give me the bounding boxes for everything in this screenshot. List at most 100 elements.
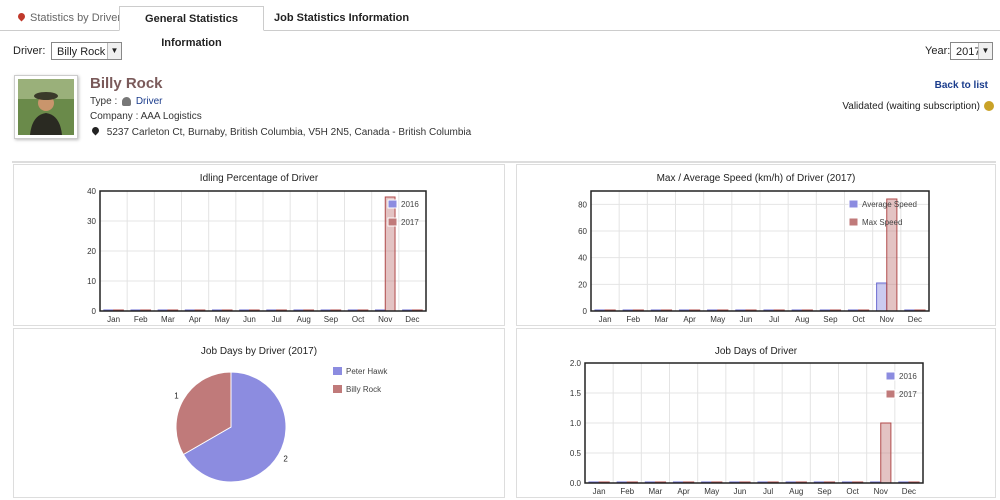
pie-data-label: 1 [174, 392, 179, 401]
y-tick-label: 40 [578, 254, 587, 263]
job-days-by-driver-chart: Job Days by Driver (2017) 2 1 Peter Hawk Bi… [13, 328, 505, 498]
legend-label: Max Speed [862, 218, 902, 227]
driver-photo [14, 75, 78, 139]
legend-label: Billy Rock [346, 385, 382, 394]
legend-swatch [885, 371, 896, 381]
status-dot-icon [984, 101, 994, 112]
x-tick-label: Jun [739, 315, 752, 324]
x-tick-label: May [215, 315, 230, 324]
tab-general-statistics[interactable]: General Statistics Information [119, 6, 264, 49]
chart-title: Idling Percentage of Driver [199, 173, 319, 184]
back-to-list-link[interactable]: Back to list [934, 80, 988, 91]
pie-data-label: 2 [283, 455, 288, 464]
driver-select-value: Billy Rock [57, 46, 106, 58]
x-tick-label: Nov [874, 487, 888, 496]
legend-label: 2017 [401, 218, 419, 227]
plot-frame [584, 362, 924, 484]
bar [886, 198, 898, 312]
bar [384, 196, 396, 312]
legend-swatch [387, 199, 398, 209]
y-tick-label: 80 [578, 200, 587, 209]
y-tick-label: 10 [87, 277, 96, 286]
driver-filter-label: Driver: [13, 45, 46, 57]
x-tick-label: Apr [189, 315, 202, 324]
job-days-chart: Job Days of Driver 0.0 0.5 1.0 1.5 2.0 Jan Feb… [516, 328, 996, 498]
y-tick-label: 60 [578, 227, 587, 236]
x-tick-label: May [710, 315, 725, 324]
location-pin-icon [90, 125, 101, 136]
x-tick-label: Apr [683, 315, 696, 324]
legend-swatch [848, 217, 859, 227]
x-tick-label: Jul [271, 315, 281, 324]
driver-type-link[interactable]: Driver [135, 96, 163, 107]
x-tick-label: Dec [908, 315, 922, 324]
tab-label: Statistics by Driver [30, 12, 122, 24]
plot-frame [590, 190, 930, 312]
x-tick-label: Nov [880, 315, 894, 324]
chart-title: Job Days by Driver (2017) [200, 346, 318, 357]
x-tick-label: Mar [161, 315, 175, 324]
tab-job-statistics[interactable]: Job Statistics Information [268, 6, 415, 30]
chart-svg: 2 1 Peter Hawk Billy Rock [174, 367, 388, 483]
tab-statistics-by-driver[interactable]: Statistics by Driver [12, 6, 127, 30]
y-tick-label: 0 [92, 307, 97, 316]
legend-label: Peter Hawk [346, 367, 388, 376]
x-tick-label: Jun [733, 487, 746, 496]
tab-label: Job Statistics Information [274, 12, 410, 24]
legend-swatch [333, 367, 342, 375]
legend-label: 2016 [899, 372, 917, 381]
x-tick-label: Aug [795, 315, 809, 324]
plot-frame [99, 190, 427, 312]
x-tick-label: Oct [852, 315, 865, 324]
x-tick-label: Oct [352, 315, 365, 324]
x-tick-label: Sep [823, 315, 838, 324]
y-tick-label: 30 [87, 217, 96, 226]
y-tick-label: 20 [578, 280, 587, 289]
x-tick-label: Jan [107, 315, 120, 324]
x-tick-label: Mar [649, 487, 663, 496]
y-tick-label: 0.5 [570, 449, 582, 458]
validation-status-text: Validated (waiting subscription) [842, 101, 980, 112]
pie-slice [175, 371, 232, 456]
driver-type-line: Type : Driver [90, 96, 162, 107]
y-tick-label: 1.5 [570, 389, 582, 398]
x-tick-label: Nov [378, 315, 392, 324]
legend-label: 2017 [899, 390, 917, 399]
legend-swatch [848, 199, 859, 209]
year-select-value: 2017 [956, 46, 981, 58]
x-tick-label: Jul [763, 487, 773, 496]
x-tick-label: Feb [134, 315, 148, 324]
bar [876, 282, 888, 312]
x-tick-label: Sep [324, 315, 339, 324]
driver-type-label: Type : [90, 96, 118, 107]
bar [880, 422, 892, 484]
y-tick-label: 40 [87, 187, 96, 196]
speed-chart: Max / Average Speed (km/h) of Driver (20… [516, 164, 996, 326]
chart-svg: 0.0 0.5 1.0 1.5 2.0 Jan Feb Mar Apr May Jun Jul Aug S… [570, 359, 924, 496]
driver-select[interactable]: Billy Rock ▼ [51, 42, 122, 60]
y-tick-label: 0 [583, 307, 588, 316]
driver-company: Company : AAA Logistics [90, 111, 202, 122]
x-tick-label: Mar [655, 315, 669, 324]
y-tick-label: 2.0 [570, 359, 582, 368]
x-tick-label: Jun [243, 315, 256, 324]
chart-svg: 0 10 20 30 40 Jan Feb Mar Apr May Jun Jul Aug Sep Oct N… [87, 187, 427, 324]
pie-slice [182, 371, 287, 483]
driver-address-line: 5237 Carleton Ct, Burnaby, British Colum… [90, 125, 472, 138]
legend-swatch [333, 385, 342, 393]
x-tick-label: Oct [846, 487, 859, 496]
x-tick-label: Jan [599, 315, 612, 324]
year-select[interactable]: 2017 ▼ [950, 42, 993, 60]
idling-percentage-chart: Idling Percentage of Driver 0 10 20 30 40 Jan… [13, 164, 505, 326]
section-divider [12, 161, 996, 163]
chevron-down-icon: ▼ [107, 43, 121, 59]
map-pin-icon [16, 11, 27, 22]
legend-swatch [885, 389, 896, 399]
legend-swatch [387, 217, 398, 227]
y-tick-label: 0.0 [570, 479, 582, 488]
x-tick-label: Apr [677, 487, 690, 496]
driver-address: 5237 Carleton Ct, Burnaby, British Colum… [106, 127, 472, 138]
chart-title: Max / Average Speed (km/h) of Driver (20… [656, 173, 856, 184]
x-tick-label: Dec [405, 315, 419, 324]
year-filter-label: Year: [925, 45, 951, 57]
